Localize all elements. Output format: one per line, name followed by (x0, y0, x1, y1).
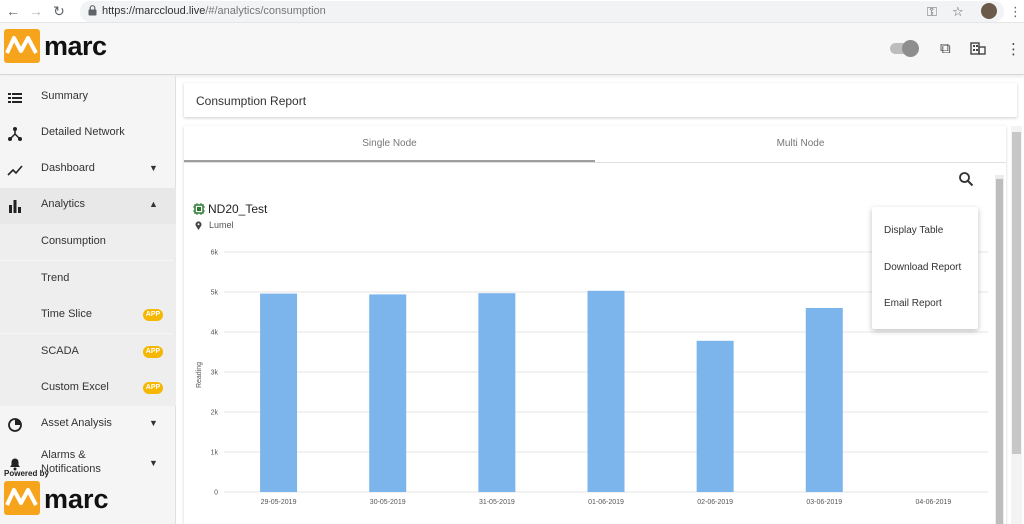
sidebar-subitem-time-slice[interactable]: Time Slice APP (0, 297, 176, 333)
chart-bar[interactable] (260, 293, 298, 492)
app-badge: APP (143, 346, 163, 358)
menu-item-download-report[interactable]: Download Report (884, 262, 962, 273)
sidebar-subitem-custom-excel[interactable]: Custom Excel APP (0, 370, 176, 406)
lock-icon (88, 5, 97, 16)
chart-bar[interactable] (587, 290, 625, 492)
y-tick-label: 2k (211, 410, 219, 417)
toggle-knob (902, 40, 919, 57)
x-tick-label: 29-05-2019 (261, 499, 297, 506)
chevron-down-icon: ▼ (149, 418, 158, 428)
chevron-down-icon: ▼ (149, 458, 158, 468)
chart-bars (260, 290, 843, 492)
address-bar[interactable] (80, 1, 1004, 22)
key-icon[interactable]: ⚿ (927, 4, 937, 19)
node-location: Lumel (209, 220, 234, 230)
location-pin-icon (195, 221, 202, 230)
open-external-icon[interactable]: ⧉ (940, 40, 951, 57)
tab-multi-node[interactable]: Multi Node (776, 138, 825, 149)
pie-icon (8, 418, 22, 432)
app-badge: APP (143, 382, 163, 394)
chart-scrollbar[interactable] (995, 175, 1004, 524)
y-tick-label: 6k (211, 250, 219, 257)
sidebar-item-analytics[interactable]: Analytics ▲ (0, 188, 176, 224)
chart-export-menu: Display Table Download Report Email Repo… (872, 207, 978, 329)
node-name: ND20_Test (208, 202, 268, 216)
sidebar-item-dashboard[interactable]: Dashboard ▼ (0, 152, 176, 188)
sidebar-item-detailed-network[interactable]: Detailed Network (0, 116, 176, 152)
chevron-down-icon: ▼ (149, 163, 158, 173)
node-chip-icon (193, 203, 205, 215)
network-icon (8, 127, 22, 141)
y-tick-label: 0 (214, 490, 218, 497)
menu-item-email-report[interactable]: Email Report (884, 298, 942, 309)
chart-bar[interactable] (478, 293, 516, 492)
x-tick-label: 30-05-2019 (370, 499, 406, 506)
bar-chart-icon (9, 200, 21, 213)
app-badge: APP (143, 309, 163, 321)
sidebar-subitem-trend[interactable]: Trend (0, 261, 176, 297)
y-tick-label: 3k (211, 370, 219, 377)
chart-y-ticks: 0 1k 2k 3k 4k 5k 6k (211, 250, 219, 497)
browser-toolbar: ← → ↻ https://marccloud.live/#/analytics… (0, 0, 1024, 23)
chart-y-axis-label: Reading (196, 362, 203, 388)
sidebar-item-summary[interactable]: Summary (0, 80, 176, 116)
star-icon[interactable]: ☆ (952, 4, 964, 19)
sidebar-item-alarms[interactable]: Alarms & Notifications ▼ (0, 443, 176, 483)
x-tick-label: 04-06-2019 (916, 499, 952, 506)
reload-icon[interactable]: ↻ (53, 3, 65, 19)
x-tick-label: 03-06-2019 (806, 499, 842, 506)
chart-bar[interactable] (369, 294, 407, 492)
scrollbar-thumb[interactable] (1012, 132, 1021, 454)
report-title-bar: Consumption Report (184, 83, 1017, 117)
x-tick-label: 31-05-2019 (479, 499, 515, 506)
y-tick-label: 1k (211, 450, 219, 457)
y-tick-label: 5k (211, 290, 219, 297)
menu-item-display-table[interactable]: Display Table (884, 225, 944, 236)
x-tick-label: 01-06-2019 (588, 499, 624, 506)
scrollbar-thumb[interactable] (996, 179, 1003, 524)
page-title: Consumption Report (196, 94, 307, 108)
url-text: https://marccloud.live/#/analytics/consu… (102, 5, 326, 17)
chart-x-ticks: 29-05-2019 30-05-2019 31-05-2019 01-06-2019… (261, 499, 952, 506)
x-tick-label: 02-06-2019 (697, 499, 733, 506)
chart-bar[interactable] (805, 308, 843, 492)
marc-logo-icon (4, 29, 40, 63)
avatar[interactable] (981, 3, 997, 19)
search-icon[interactable] (958, 171, 974, 187)
forward-icon[interactable]: → (29, 3, 43, 19)
tab-divider (184, 162, 1006, 163)
active-tab-indicator (184, 160, 595, 162)
consumption-bar-chart: 0 1k 2k 3k 4k 5k 6k 29-05-2019 30-05-2019 31-05-… (196, 250, 988, 506)
back-icon[interactable]: ← (6, 3, 20, 19)
chart-bar[interactable] (696, 340, 734, 492)
sidebar-item-asset-analysis[interactable]: Asset Analysis ▼ (0, 407, 176, 443)
browser-menu-icon[interactable]: ⋮ (1009, 4, 1022, 19)
footer-logo-text: marc (44, 484, 109, 514)
y-tick-label: 4k (211, 330, 219, 337)
page-scrollbar[interactable] (1011, 126, 1022, 524)
theme-toggle[interactable] (890, 40, 919, 57)
list-icon (8, 93, 22, 103)
app-header: marc ⧉ ⋮ (0, 23, 1024, 75)
bell-icon (10, 458, 20, 471)
sidebar-subitem-scada[interactable]: SCADA APP (0, 334, 176, 370)
sidebar-subitem-consumption[interactable]: Consumption (0, 224, 176, 260)
building-icon[interactable] (970, 41, 986, 55)
logo-text: marc (44, 31, 107, 61)
more-vert-icon[interactable]: ⋮ (1006, 41, 1021, 58)
powered-by-label: Powered by (4, 469, 49, 478)
chevron-up-icon: ▲ (149, 199, 158, 209)
tab-single-node[interactable]: Single Node (362, 138, 417, 149)
sidebar: Summary Detailed Network Dashboard ▼ Ana… (0, 76, 176, 524)
footer-logo-icon (4, 481, 40, 515)
trending-icon (7, 165, 23, 176)
